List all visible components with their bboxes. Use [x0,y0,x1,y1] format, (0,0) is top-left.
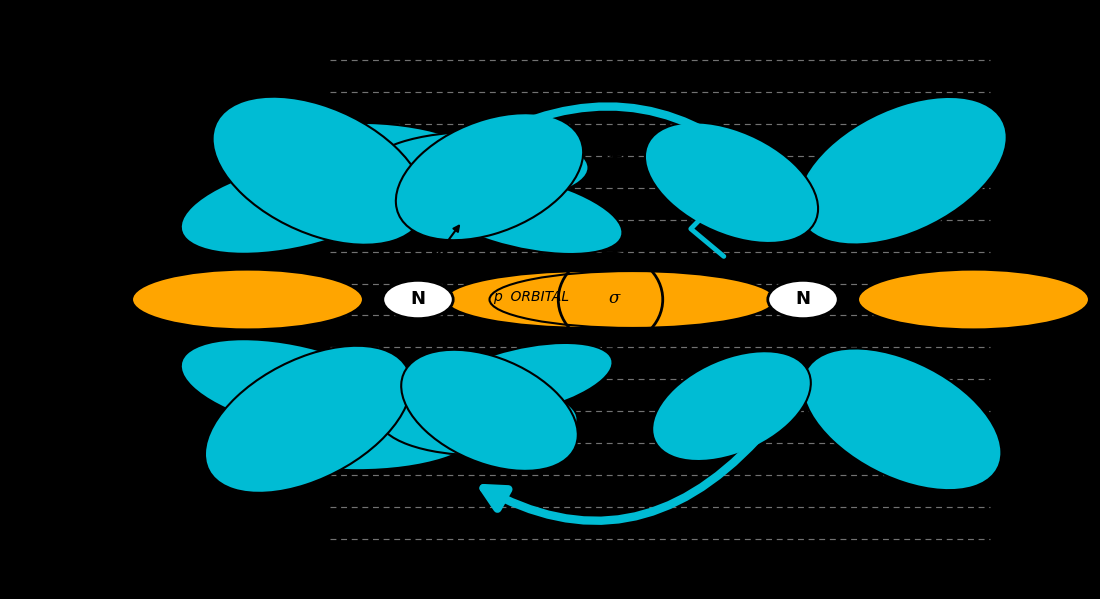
Text: N: N [410,291,426,308]
Text: π2: π2 [603,144,625,161]
Ellipse shape [368,132,588,204]
Ellipse shape [180,159,403,254]
Ellipse shape [396,113,583,240]
FancyArrowPatch shape [430,226,459,264]
Ellipse shape [422,171,623,254]
Circle shape [768,280,838,319]
Ellipse shape [803,349,1001,490]
Text: σ: σ [608,290,619,307]
Ellipse shape [858,270,1089,329]
Ellipse shape [236,123,478,201]
Ellipse shape [212,96,426,245]
Circle shape [383,280,453,319]
FancyArrowPatch shape [481,107,756,166]
Ellipse shape [432,343,613,418]
Ellipse shape [652,351,811,461]
Ellipse shape [132,270,363,329]
Ellipse shape [645,122,818,243]
FancyArrowPatch shape [484,439,757,521]
Ellipse shape [379,383,578,455]
Ellipse shape [236,392,478,470]
Text: p  ORBITAL: p ORBITAL [493,290,569,304]
Ellipse shape [402,350,578,471]
Text: N: N [795,291,811,308]
Ellipse shape [205,346,411,493]
Ellipse shape [180,339,403,434]
Ellipse shape [490,271,776,328]
Ellipse shape [446,271,732,328]
Ellipse shape [798,97,1006,244]
